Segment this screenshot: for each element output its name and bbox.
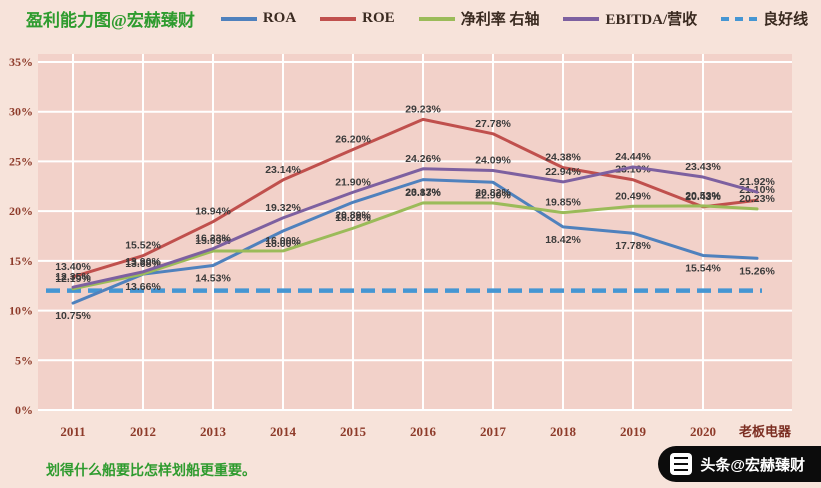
- data-label: 24.09%: [475, 154, 511, 166]
- y-axis-tick-label: 5%: [15, 353, 33, 367]
- series-line-3: [71, 201, 759, 291]
- legend-item: ROE: [320, 10, 395, 27]
- y-axis-tick-label: 35%: [9, 55, 33, 69]
- legend-label: ROE: [362, 10, 395, 26]
- legend-label: 净利率 右轴: [460, 12, 540, 28]
- data-label: 20.89%: [335, 209, 371, 221]
- y-axis-tick-label: 0%: [15, 403, 33, 417]
- legend-swatch: [320, 16, 357, 21]
- x-axis-tick-label: 2016: [410, 424, 437, 439]
- data-label: 18.42%: [545, 234, 581, 246]
- watermark-text: 头条@宏赫臻财: [700, 456, 805, 474]
- data-label: 21.92%: [739, 176, 775, 188]
- data-label: 29.23%: [405, 103, 441, 115]
- data-label: 20.43%: [685, 191, 721, 203]
- data-label: 19.85%: [545, 197, 581, 209]
- data-label: 22.94%: [545, 166, 581, 178]
- legend-item: EBITDA/营收: [563, 8, 697, 29]
- data-label: 23.17%: [405, 187, 441, 199]
- data-label: 15.54%: [685, 262, 721, 274]
- x-axis-tick-label: 2020: [690, 424, 716, 439]
- data-label: 19.32%: [265, 202, 301, 214]
- series-line-4: [71, 165, 759, 289]
- data-label: 24.38%: [545, 152, 581, 164]
- data-label: 18.94%: [195, 206, 231, 218]
- legend-swatch: [418, 16, 455, 21]
- data-label: 23.14%: [265, 164, 301, 176]
- series-line-2: [71, 117, 759, 279]
- x-axis-tick-label: 2019: [620, 424, 647, 439]
- data-label: 14.53%: [195, 273, 231, 285]
- data-label: 20.23%: [739, 193, 775, 205]
- data-label: 13.66%: [125, 281, 161, 293]
- x-axis-tick-label: 2013: [200, 424, 227, 439]
- x-axis-tick-label: 2014: [270, 424, 297, 439]
- data-label: 12.19%: [55, 273, 91, 285]
- x-axis-tick-label: 2018: [550, 424, 577, 439]
- data-label: 22.90%: [475, 189, 511, 201]
- plot-area: [38, 54, 792, 410]
- legend-swatch: [721, 16, 758, 21]
- data-label: 10.75%: [55, 310, 91, 322]
- data-label: 17.78%: [615, 240, 651, 252]
- legend-label: 良好线: [763, 12, 809, 28]
- x-axis-company-label: 老板电器: [738, 424, 792, 439]
- legend-item: 净利率 右轴: [418, 8, 540, 29]
- data-label: 15.52%: [125, 240, 161, 252]
- x-axis-tick-label: 2012: [130, 424, 156, 439]
- chart-caption: 划得什么船要比怎样划船更重要。: [46, 462, 256, 478]
- y-axis-tick-label: 20%: [9, 204, 33, 218]
- y-axis-tick-label: 25%: [9, 154, 33, 168]
- data-label: 26.20%: [335, 133, 371, 145]
- data-label: 20.49%: [615, 190, 651, 202]
- toutiao-logo-icon: [670, 453, 693, 475]
- y-axis-tick-label: 30%: [9, 105, 33, 119]
- legend-label: ROA: [262, 10, 297, 26]
- data-label: 27.78%: [475, 118, 511, 130]
- x-axis-tick-label: 2015: [340, 424, 367, 439]
- data-label: 24.26%: [405, 153, 441, 165]
- data-label: 15.26%: [739, 265, 775, 277]
- legend-label: EBITDA/营收: [605, 12, 698, 28]
- legend-swatch: [563, 16, 600, 21]
- data-label: 20.83%: [405, 187, 441, 199]
- data-label: 21.10%: [739, 184, 775, 196]
- data-label: 16.23%: [195, 233, 231, 245]
- y-axis-tick-label: 15%: [9, 254, 33, 268]
- watermark-badge: 头条@宏赫臻财: [658, 446, 821, 482]
- chart-header: 盈利能力图@宏赫臻财 ROA ROE 净利率 右轴 EBITDA/营收 良好线: [26, 6, 816, 31]
- data-label: 23.43%: [685, 161, 721, 173]
- x-axis-tick-label: 2011: [60, 424, 85, 439]
- legend: ROA ROE 净利率 右轴 EBITDA/营收 良好线: [220, 8, 808, 29]
- legend-item: 良好线: [721, 8, 808, 29]
- chart-title: 盈利能力图@宏赫臻财: [26, 11, 195, 30]
- x-axis-tick-label: 2017: [480, 424, 507, 439]
- data-label: 24.44%: [615, 151, 651, 163]
- y-axis-tick-label: 10%: [9, 304, 33, 318]
- data-label: 13.68%: [125, 258, 161, 270]
- data-label: 20.82%: [475, 187, 511, 199]
- data-label: 13.90%: [125, 256, 161, 268]
- data-label: 12.35%: [55, 271, 91, 283]
- data-label: 13.40%: [55, 261, 91, 273]
- data-label: 18.28%: [335, 212, 371, 224]
- legend-swatch: [220, 16, 257, 21]
- data-label: 23.16%: [615, 164, 651, 176]
- data-label: 20.53%: [685, 190, 721, 202]
- series-line-1: [71, 178, 759, 305]
- data-label: 21.90%: [335, 176, 371, 188]
- legend-item: ROA: [220, 10, 297, 27]
- data-label: 16.00%: [265, 235, 301, 247]
